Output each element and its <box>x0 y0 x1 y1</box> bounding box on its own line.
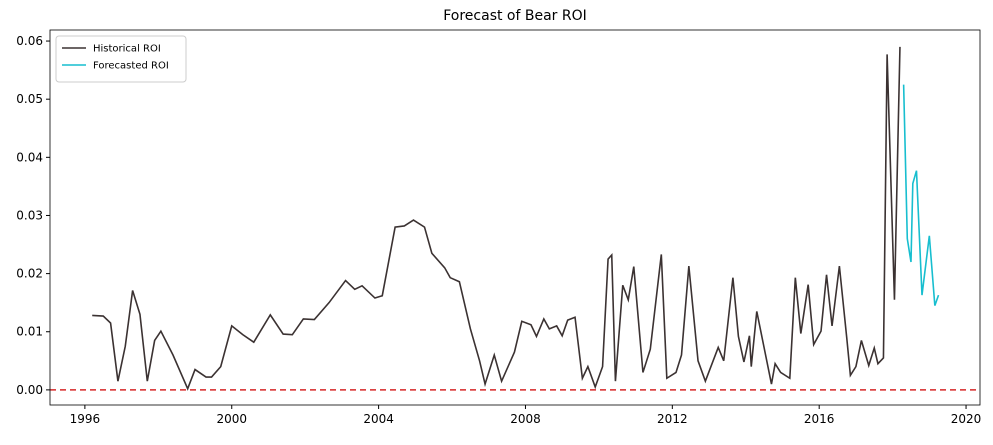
x-tick-label: 2000 <box>216 412 247 426</box>
legend-label: Forecasted ROI <box>93 61 169 72</box>
x-tick-label: 2004 <box>363 412 394 426</box>
y-tick-label: 0.06 <box>16 34 43 48</box>
plot-frame <box>49 29 981 406</box>
x-tick-label: 2012 <box>657 412 688 426</box>
y-tick-label: 0.03 <box>16 208 43 222</box>
y-tick-label: 0.00 <box>16 383 43 397</box>
series-line <box>92 46 901 391</box>
y-tick-label: 0.04 <box>16 150 43 164</box>
y-tick-label: 0.02 <box>16 267 43 281</box>
legend-box <box>55 35 187 83</box>
y-tick-label: 0.05 <box>16 92 43 106</box>
legend-label: Historical ROI <box>93 44 161 55</box>
x-tick-label: 1996 <box>70 412 101 426</box>
x-tick-label: 2008 <box>510 412 541 426</box>
x-tick-label: 2020 <box>951 412 982 426</box>
x-tick-label: 2016 <box>804 412 835 426</box>
series-line <box>902 84 940 306</box>
y-tick-label: 0.01 <box>16 325 43 339</box>
chart-title: Forecast of Bear ROI <box>443 8 587 24</box>
